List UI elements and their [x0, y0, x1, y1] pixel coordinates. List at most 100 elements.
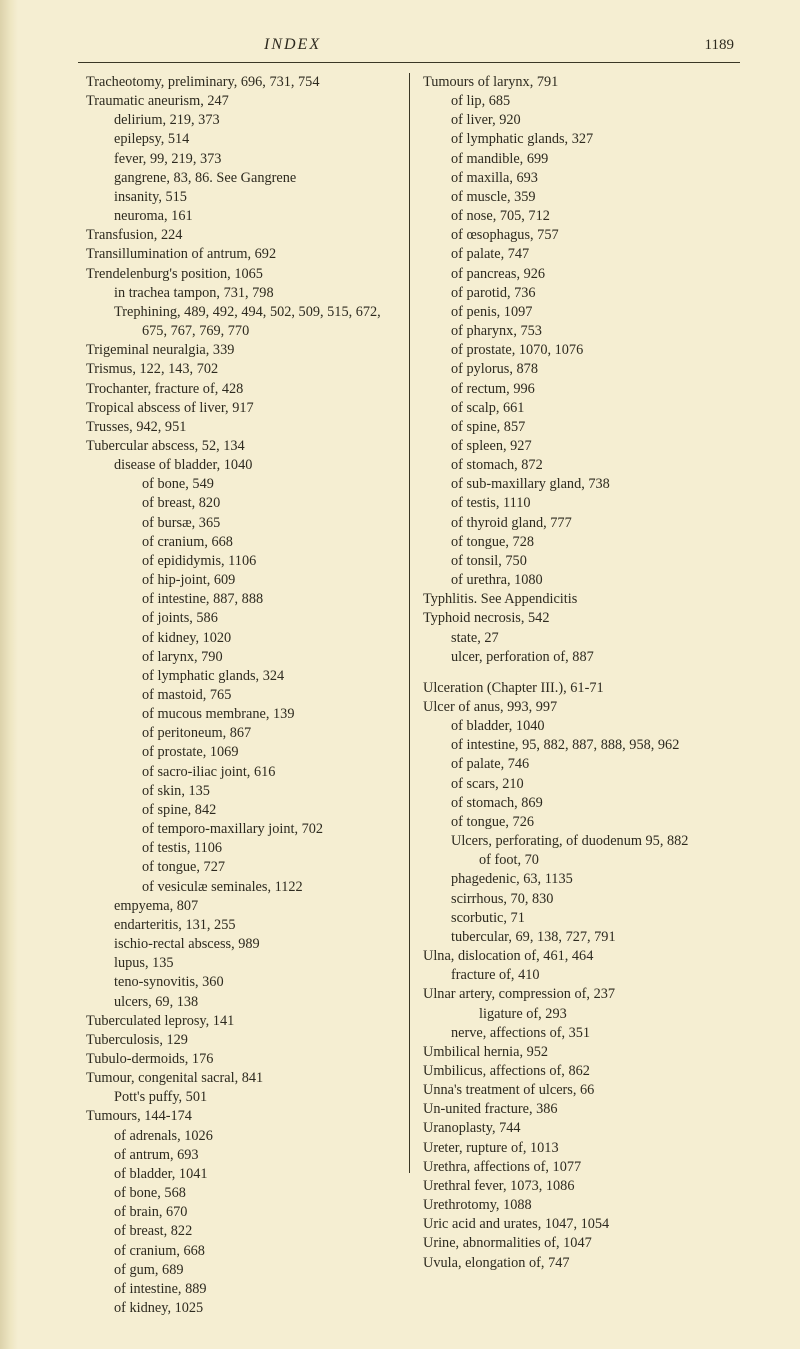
- index-entry: of tongue, 727: [86, 858, 395, 877]
- index-entry: phagedenic, 63, 1135: [423, 870, 732, 889]
- column-divider: [409, 73, 410, 1173]
- index-entry: of vesiculæ seminales, 1122: [86, 878, 395, 897]
- index-entry: of tongue, 726: [423, 813, 732, 832]
- index-entry: Transillumination of antrum, 692: [86, 245, 395, 264]
- index-entry: Transfusion, 224: [86, 226, 395, 245]
- index-entry: Traumatic aneurism, 247: [86, 92, 395, 111]
- index-entry: epilepsy, 514: [86, 130, 395, 149]
- index-entry: disease of bladder, 1040: [86, 456, 395, 475]
- index-entry: Trusses, 942, 951: [86, 418, 395, 437]
- index-entry: of rectum, 996: [423, 380, 732, 399]
- index-entry: Urethra, affections of, 1077: [423, 1158, 732, 1177]
- index-entry: Tuberculated leprosy, 141: [86, 1012, 395, 1031]
- index-entry: Unna's treatment of ulcers, 66: [423, 1081, 732, 1100]
- index-entry: of sub-maxillary gland, 738: [423, 475, 732, 494]
- index-entry: Tracheotomy, preliminary, 696, 731, 754: [86, 73, 395, 92]
- index-entry: of intestine, 887, 888: [86, 590, 395, 609]
- index-entry: of intestine, 95, 882, 887, 888, 958, 96…: [423, 736, 732, 755]
- index-entry: of bursæ, 365: [86, 514, 395, 533]
- index-entry: Typhoid necrosis, 542: [423, 609, 732, 628]
- right-column: Tumours of larynx, 791of lip, 685of live…: [409, 73, 740, 1318]
- index-entry: state, 27: [423, 629, 732, 648]
- index-entry: of œsophagus, 757: [423, 226, 732, 245]
- index-entry: Uvula, elongation of, 747: [423, 1254, 732, 1273]
- index-entry: delirium, 219, 373: [86, 111, 395, 130]
- index-entry: of scars, 210: [423, 775, 732, 794]
- index-page: INDEX 1189 Tracheotomy, preliminary, 696…: [0, 0, 800, 1349]
- index-entry: of spine, 842: [86, 801, 395, 820]
- index-entry: Tuberculosis, 129: [86, 1031, 395, 1050]
- index-entry: of skin, 135: [86, 782, 395, 801]
- index-entry: of penis, 1097: [423, 303, 732, 322]
- index-entry: fracture of, 410: [423, 966, 732, 985]
- index-entry: gangrene, 83, 86. See Gangrene: [86, 169, 395, 188]
- index-entry: of lip, 685: [423, 92, 732, 111]
- index-entry: Trismus, 122, 143, 702: [86, 360, 395, 379]
- index-entry: lupus, 135: [86, 954, 395, 973]
- index-entry: Ulcers, perforating, of duodenum 95, 882: [423, 832, 732, 851]
- index-entry: of liver, 920: [423, 111, 732, 130]
- index-entry: of gum, 689: [86, 1261, 395, 1280]
- index-entry: of pylorus, 878: [423, 360, 732, 379]
- index-entry: of tongue, 728: [423, 533, 732, 552]
- index-entry: of lymphatic glands, 324: [86, 667, 395, 686]
- index-entry: Umbilical hernia, 952: [423, 1043, 732, 1062]
- index-entry: of lymphatic glands, 327: [423, 130, 732, 149]
- index-entry: Un-united fracture, 386: [423, 1100, 732, 1119]
- index-entry: Urine, abnormalities of, 1047: [423, 1234, 732, 1253]
- index-entry: Trephining, 489, 492, 494, 502, 509, 515…: [86, 303, 395, 341]
- index-entry: of hip-joint, 609: [86, 571, 395, 590]
- index-entry: neuroma, 161: [86, 207, 395, 226]
- index-entry: Ulna, dislocation of, 461, 464: [423, 947, 732, 966]
- index-entry: of mandible, 699: [423, 150, 732, 169]
- index-entry: of palate, 746: [423, 755, 732, 774]
- index-entry: of thyroid gland, 777: [423, 514, 732, 533]
- page-header: INDEX 1189: [78, 36, 740, 60]
- index-entry: of parotid, 736: [423, 284, 732, 303]
- index-entry: of pharynx, 753: [423, 322, 732, 341]
- index-entry: of bone, 549: [86, 475, 395, 494]
- index-entry: Tubulo-dermoids, 176: [86, 1050, 395, 1069]
- index-entry: of mucous membrane, 139: [86, 705, 395, 724]
- index-entry: of prostate, 1070, 1076: [423, 341, 732, 360]
- index-entry: of kidney, 1025: [86, 1299, 395, 1318]
- index-entry: Tumour, congenital sacral, 841: [86, 1069, 395, 1088]
- index-entry: of brain, 670: [86, 1203, 395, 1222]
- index-entry: ligature of, 293: [423, 1005, 732, 1024]
- index-entry: of cranium, 668: [86, 1242, 395, 1261]
- index-entry: of scalp, 661: [423, 399, 732, 418]
- columns-container: Tracheotomy, preliminary, 696, 731, 754T…: [78, 73, 740, 1318]
- index-entry: Urethral fever, 1073, 1086: [423, 1177, 732, 1196]
- index-entry: Tumours of larynx, 791: [423, 73, 732, 92]
- index-entry: Ureter, rupture of, 1013: [423, 1139, 732, 1158]
- index-entry: of spleen, 927: [423, 437, 732, 456]
- index-entry: of foot, 70: [423, 851, 732, 870]
- index-entry: of bladder, 1041: [86, 1165, 395, 1184]
- index-entry: of stomach, 869: [423, 794, 732, 813]
- index-entry: in trachea tampon, 731, 798: [86, 284, 395, 303]
- index-entry: empyema, 807: [86, 897, 395, 916]
- index-entry: of mastoid, 765: [86, 686, 395, 705]
- index-entry: scirrhous, 70, 830: [423, 890, 732, 909]
- index-entry: of spine, 857: [423, 418, 732, 437]
- index-entry: Uric acid and urates, 1047, 1054: [423, 1215, 732, 1234]
- index-entry: Trochanter, fracture of, 428: [86, 380, 395, 399]
- index-entry: of palate, 747: [423, 245, 732, 264]
- index-entry: Trendelenburg's position, 1065: [86, 265, 395, 284]
- index-entry: fever, 99, 219, 373: [86, 150, 395, 169]
- index-entry: of breast, 820: [86, 494, 395, 513]
- index-entry: of epididymis, 1106: [86, 552, 395, 571]
- index-entry: of larynx, 790: [86, 648, 395, 667]
- index-entry: Pott's puffy, 501: [86, 1088, 395, 1107]
- index-entry: of maxilla, 693: [423, 169, 732, 188]
- index-entry: teno-synovitis, 360: [86, 973, 395, 992]
- index-entry: Tropical abscess of liver, 917: [86, 399, 395, 418]
- left-column: Tracheotomy, preliminary, 696, 731, 754T…: [78, 73, 409, 1318]
- index-entry: of cranium, 668: [86, 533, 395, 552]
- index-entry: of nose, 705, 712: [423, 207, 732, 226]
- index-entry: insanity, 515: [86, 188, 395, 207]
- header-rule: [78, 62, 740, 63]
- index-entry: of temporo-maxillary joint, 702: [86, 820, 395, 839]
- index-entry: ulcer, perforation of, 887: [423, 648, 732, 667]
- index-entry: nerve, affections of, 351: [423, 1024, 732, 1043]
